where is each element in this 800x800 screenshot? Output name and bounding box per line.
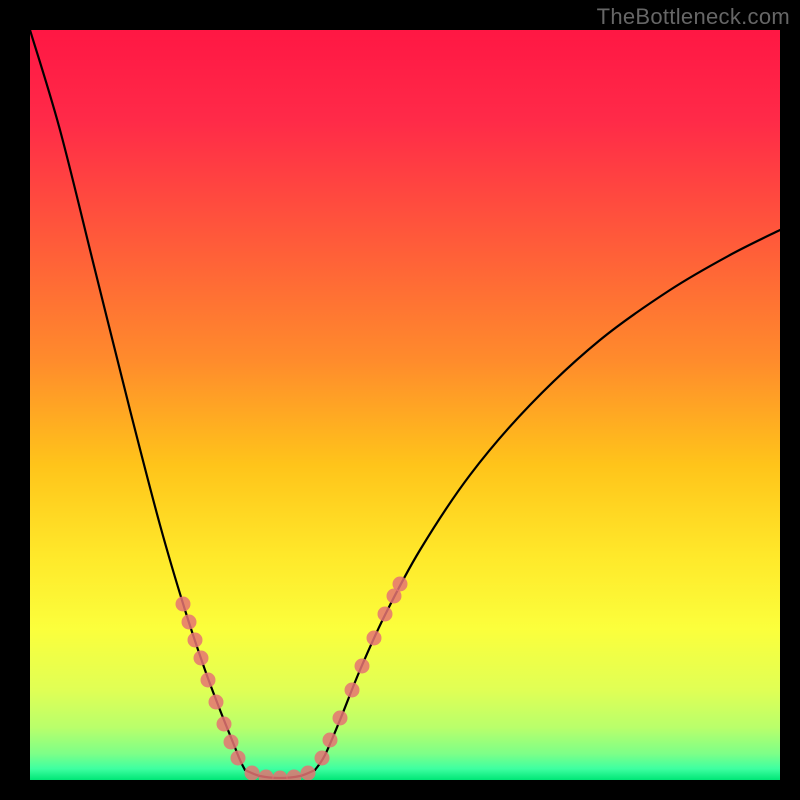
- data-point: [367, 631, 382, 646]
- data-point: [194, 651, 209, 666]
- data-point: [231, 751, 246, 766]
- data-point: [209, 695, 224, 710]
- data-point: [355, 659, 370, 674]
- data-point: [378, 607, 393, 622]
- data-point: [315, 751, 330, 766]
- data-point: [176, 597, 191, 612]
- data-point: [323, 733, 338, 748]
- watermark-text: TheBottleneck.com: [597, 4, 790, 30]
- data-point: [217, 717, 232, 732]
- data-point: [345, 683, 360, 698]
- bottleneck-v-chart: [0, 0, 800, 800]
- data-point: [287, 770, 302, 785]
- data-point: [273, 771, 288, 786]
- data-point: [301, 766, 316, 781]
- data-point: [259, 770, 274, 785]
- data-point: [224, 735, 239, 750]
- chart-stage: TheBottleneck.com: [0, 0, 800, 800]
- data-point: [182, 615, 197, 630]
- data-point: [393, 577, 408, 592]
- plot-background: [30, 30, 780, 780]
- data-point: [245, 766, 260, 781]
- data-point: [333, 711, 348, 726]
- data-point: [188, 633, 203, 648]
- data-point: [201, 673, 216, 688]
